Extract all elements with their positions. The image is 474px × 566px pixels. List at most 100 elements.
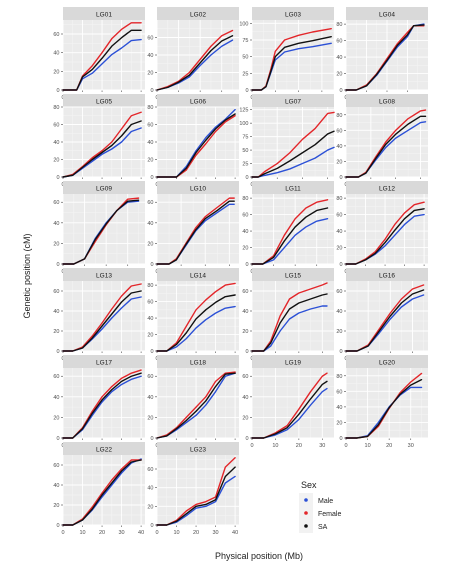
x-axis-label: Physical position (Mb) (215, 551, 303, 561)
series-line-sa (156, 294, 236, 352)
y-tick-label: 40 (53, 395, 59, 401)
y-tick-label: 40 (53, 309, 59, 315)
y-tick-label: 60 (147, 467, 153, 473)
panel-title: LG15 (285, 273, 301, 280)
y-tick-label: 0 (150, 436, 153, 442)
panel-lg22: LG22 0 10 20 30 40 0 20 40 60 (53, 442, 145, 536)
panel-lg10: LG1001020300204060 (147, 181, 239, 275)
y-tick-label: 40 (53, 221, 59, 227)
legend-entry-male: Male (299, 493, 333, 507)
panel-title: LG22 (96, 447, 112, 454)
y-tick-label: 60 (242, 374, 248, 380)
y-tick-label: 60 (147, 36, 153, 42)
panel-title: LG06 (190, 99, 206, 106)
panel-strip (157, 355, 239, 368)
series-line-sa (62, 372, 142, 439)
y-tick-label: 20 (336, 72, 342, 78)
y-tick-label: 75 (242, 135, 248, 141)
y-tick-label: 20 (336, 329, 342, 335)
y-tick-label: 60 (336, 289, 342, 295)
series-line-sa (251, 207, 329, 265)
x-tick-label: 20 (386, 443, 392, 449)
panel-lg20: LG20 0 10 20 30 0 20 40 60 80 (336, 355, 428, 449)
y-tick-label: 80 (336, 113, 342, 119)
panel-strip (157, 181, 239, 194)
y-tick-label: 0 (339, 436, 342, 442)
x-tick-label: 0 (155, 530, 158, 536)
series-line-sa (62, 29, 142, 91)
panel-lg02: LG0201020300204060 (147, 7, 239, 101)
y-tick-label: 80 (336, 22, 342, 28)
x-tick-label: 40 (232, 530, 238, 536)
panel-lg17: LG170102030400204060 (53, 355, 145, 449)
y-tick-label: 0 (56, 262, 59, 268)
legend-key-male (304, 498, 308, 502)
x-tick-label: 20 (296, 443, 302, 449)
panel-background (346, 281, 428, 351)
y-tick-label: 0 (245, 436, 248, 442)
legend: Sex Male Female SA (299, 480, 341, 533)
series-line-sa (62, 199, 140, 265)
y-tick-label: 60 (242, 289, 248, 295)
panel-lg09: LG0901020300204060 (53, 181, 145, 275)
panel-title: LG04 (379, 12, 395, 19)
panel-title: LG09 (96, 186, 112, 193)
series-line-sa (156, 200, 235, 265)
panel-title: LG14 (190, 273, 206, 280)
series-line-sa (62, 459, 142, 526)
y-axis-label: Genetic position (cM) (22, 233, 32, 318)
y-tick-label: 20 (242, 415, 248, 421)
series-line-sa (251, 130, 335, 178)
y-tick-label: 20 (336, 246, 342, 252)
y-tick-label: 40 (336, 229, 342, 235)
y-tick-label: 40 (147, 486, 153, 492)
series-line-sa (156, 113, 236, 178)
legend-key-female (304, 511, 308, 515)
y-tick-label: 20 (147, 241, 153, 247)
panel-title: LG08 (379, 99, 395, 106)
y-tick-label: 20 (147, 71, 153, 77)
y-tick-label: 40 (336, 309, 342, 315)
y-tick-label: 40 (53, 51, 59, 57)
y-tick-label: 20 (53, 329, 59, 335)
panel-title: LG13 (96, 273, 112, 280)
y-tick-label: 20 (53, 241, 59, 247)
panel-title: LG18 (190, 360, 206, 367)
series-line-sa (345, 378, 423, 439)
y-tick-label: 0 (150, 262, 153, 268)
y-tick-label: 40 (147, 395, 153, 401)
panel-title: LG10 (190, 186, 206, 193)
panel-strip (157, 94, 239, 107)
panel-lg16: LG1601020300204060 (336, 268, 428, 362)
panel-lg19: LG19 0 10 20 30 0 20 40 60 (242, 355, 334, 449)
y-tick-label: 0 (150, 175, 153, 181)
y-tick-label: 0 (339, 175, 342, 181)
y-tick-label: 75 (242, 38, 248, 44)
panel-title: LG11 (285, 186, 301, 193)
legend-entry-female: Female (299, 506, 341, 520)
panel-lg23: LG23 0 10 20 30 40 0 20 40 60 (147, 442, 239, 536)
y-tick-label: 60 (53, 123, 59, 129)
y-tick-label: 40 (242, 395, 248, 401)
y-tick-label: 60 (53, 32, 59, 38)
y-tick-label: 0 (245, 262, 248, 268)
y-tick-label: 125 (239, 108, 248, 114)
panel-strip (252, 181, 334, 194)
series-line-sa (251, 293, 328, 352)
panel-lg03: LG0302550750255075100 (239, 7, 334, 101)
panel-background (63, 281, 145, 351)
y-tick-label: 50 (242, 55, 248, 61)
y-tick-label: 0 (56, 88, 59, 94)
y-tick-label: 50 (242, 148, 248, 154)
y-tick-label: 20 (53, 69, 59, 75)
x-tick-label: 40 (138, 530, 144, 536)
y-tick-label: 0 (150, 349, 153, 355)
panel-lg08: LG080102030020406080 (336, 94, 428, 188)
series-line-sa (251, 380, 328, 439)
y-tick-label: 0 (150, 523, 153, 529)
panel-strip (346, 94, 428, 107)
y-tick-label: 20 (147, 415, 153, 421)
panel-title: LG19 (285, 360, 301, 367)
panel-lg18: LG180102030400204060 (147, 355, 239, 449)
y-tick-label: 40 (336, 144, 342, 150)
